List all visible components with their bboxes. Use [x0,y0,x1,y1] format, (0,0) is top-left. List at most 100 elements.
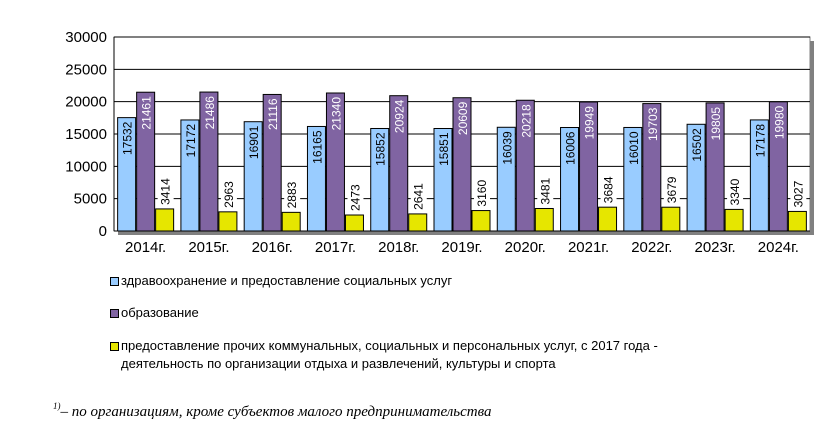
data-label-background [347,182,364,213]
data-label-education: 21340 [329,97,343,131]
data-label-education: 19949 [583,106,597,140]
legend-item-education: образование [110,304,199,322]
legend-item-healthcare: здравоохранение и предоставление социаль… [110,272,453,290]
y-tick-label: 15000 [65,126,107,143]
data-label-education: 19805 [709,107,723,141]
footnote: 1)– по организациям, кроме субъектов мал… [53,401,492,421]
bar-other-services [155,208,175,232]
data-label-other-services: 2641 [412,183,426,210]
data-label-other-services: 3027 [791,180,805,207]
bar-education [136,91,156,232]
data-label-other-services: 3340 [728,178,742,205]
x-tick-label: 2016г. [252,239,293,256]
legend-label-other-services-line2: деятельность по организации отдыха и раз… [121,356,556,371]
data-label-healthcare: 17532 [121,121,135,155]
legend-label-other-services-line1: предоставление прочих коммунальных, соци… [121,338,658,353]
legend-swatch-healthcare [110,277,119,286]
bar-other-services [724,208,744,232]
data-label-background [410,181,427,211]
bar-healthcare [370,127,390,232]
data-label-other-services: 3414 [159,178,173,205]
data-label-background [474,178,490,208]
footnote-marker: 1) [53,401,61,411]
data-label-education: 19980 [772,105,786,139]
bar-healthcare [117,117,137,232]
x-tick-label: 2020г. [505,239,546,256]
data-label-other-services: 3684 [602,176,616,203]
x-tick-label: 2024г. [758,239,799,256]
data-label-healthcare: 15851 [437,132,451,166]
data-label-background [600,175,617,205]
bar-other-services [218,211,238,232]
data-label-education: 20218 [519,104,533,138]
data-label-healthcare: 15852 [374,132,388,166]
bar-chart: 0 5000 10000 15000 20000 25000 30000 17532 21461… [65,29,814,256]
data-label-healthcare: 16901 [247,125,261,159]
bar-other-services [787,210,807,232]
bar-healthcare [686,123,706,232]
data-label-education: 19703 [646,107,660,141]
bar-education [642,103,662,232]
bar-other-services [534,207,554,232]
data-label-background [284,180,301,210]
y-tick-label: 5000 [74,191,107,208]
x-tick-label: 2018г. [378,239,419,256]
y-tick-label: 30000 [65,29,107,46]
bar-healthcare [560,126,580,232]
data-label-other-services: 2473 [348,184,362,211]
bar-other-services [661,206,681,232]
data-label-education: 21486 [203,96,217,130]
bar-healthcare [243,121,263,232]
data-label-other-services: 3160 [475,180,489,207]
y-tick-label: 25000 [65,61,107,78]
data-label-other-services: 2963 [222,181,236,208]
data-label-healthcare: 16010 [627,131,641,165]
data-label-education: 20609 [456,101,470,135]
data-label-background [727,177,744,207]
bar-healthcare [180,119,200,232]
data-label-education: 21116 [266,98,280,130]
bar-education [452,97,472,232]
bar-education [515,99,535,232]
x-tick-label: 2021г. [568,239,609,256]
bar-other-services [408,213,428,232]
data-label-education: 21461 [140,96,154,130]
bar-education [325,92,345,232]
y-tick-label: 10000 [65,158,107,175]
x-tick-label: 2014г. [125,239,166,256]
data-label-other-services: 3481 [538,177,552,204]
y-tick-label: 20000 [65,94,107,111]
bar-healthcare [306,125,326,232]
bar-other-services [471,210,491,232]
bar-healthcare [433,127,453,232]
data-label-other-services: 2883 [285,181,299,208]
x-tick-label: 2023г. [694,239,735,256]
data-label-background [537,176,554,206]
bar-education [262,93,282,232]
data-label-healthcare: 17178 [753,124,767,158]
data-label-healthcare: 16165 [310,130,324,164]
x-tick-label: 2017г. [315,239,356,256]
legend-label-healthcare: здравоохранение и предоставление социаль… [121,273,453,288]
data-label-background [220,179,237,209]
x-tick-label: 2015г. [188,239,229,256]
bar-other-services [281,211,301,232]
x-tick-label: 2019г. [441,239,482,256]
data-label-healthcare: 17172 [184,124,198,158]
data-label-other-services: 3679 [665,176,679,203]
legend-swatch-education [110,309,119,318]
bar-education [199,91,219,232]
legend-swatch-other-services [110,342,119,351]
bar-other-services [598,206,618,232]
bar-other-services [344,214,364,232]
data-label-background [157,176,174,206]
data-label-background [663,175,680,205]
bar-education [705,102,725,232]
bar-education [389,95,409,232]
legend-label-education: образование [121,305,199,320]
x-tick-label: 2022г. [631,239,672,256]
data-label-healthcare: 16502 [690,128,704,162]
bar-healthcare [623,126,643,232]
data-label-education: 20924 [393,99,407,133]
legend-item-other-services: предоставление прочих коммунальных, соци… [110,337,658,373]
